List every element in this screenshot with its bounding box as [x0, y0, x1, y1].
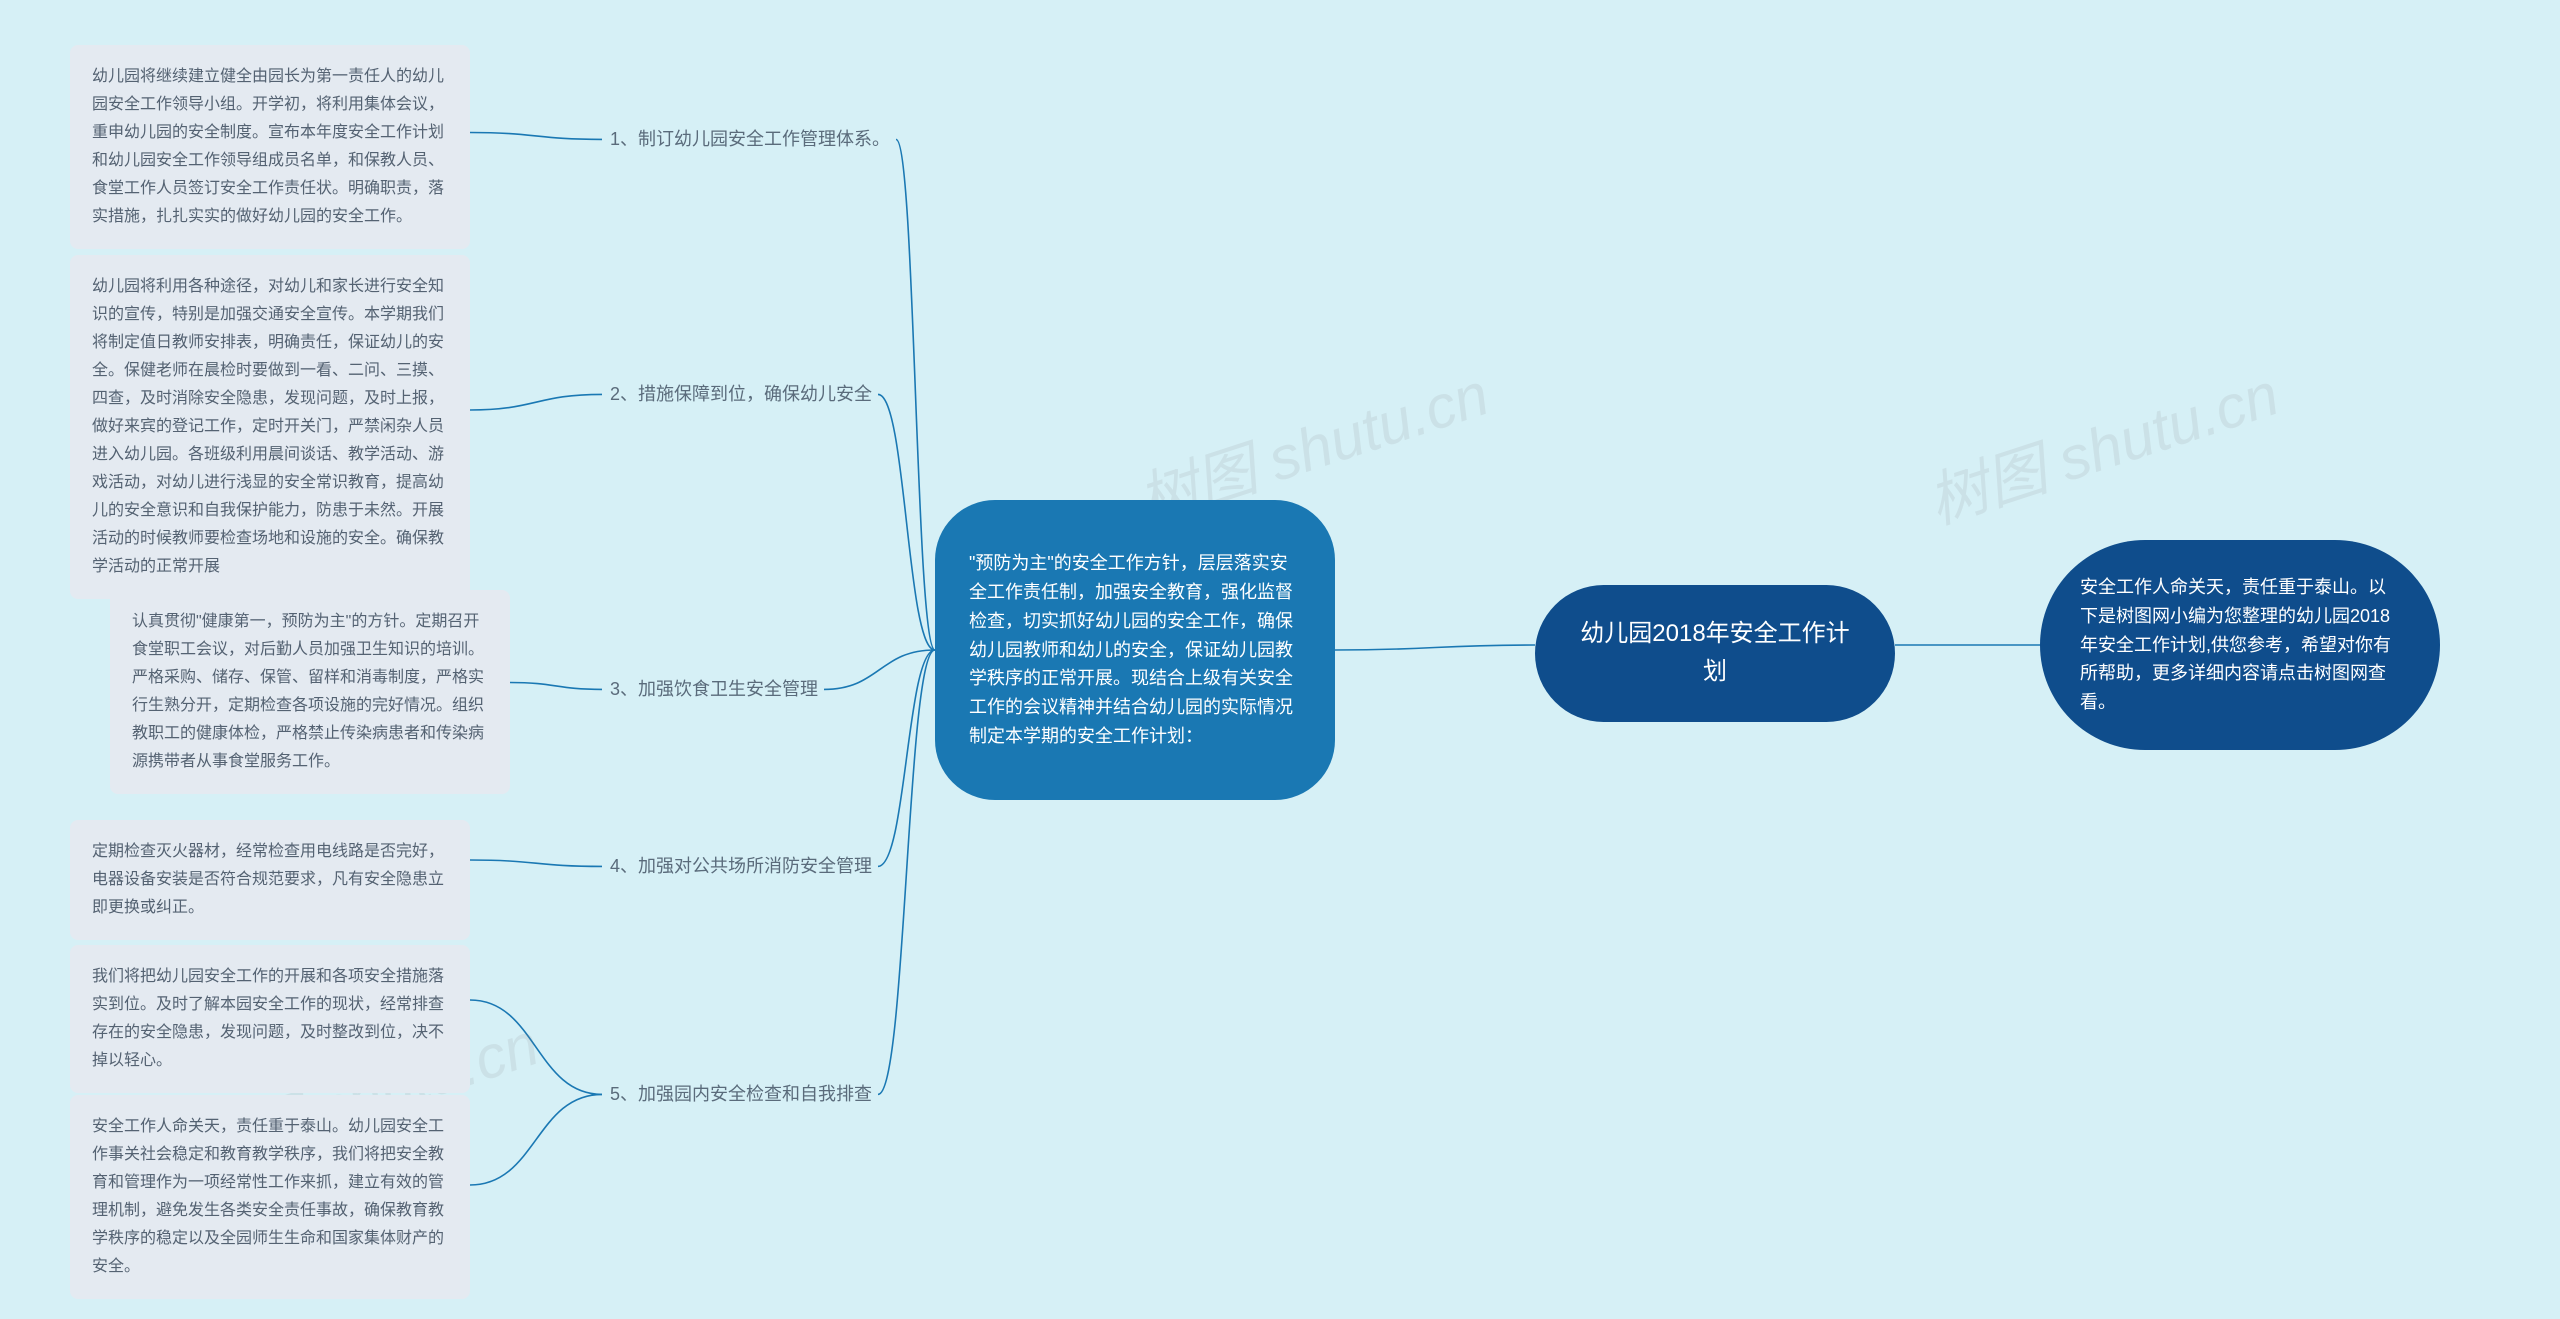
leaf-text: 我们将把幼儿园安全工作的开展和各项安全措施落实到位。及时了解本园安全工作的现状，…	[92, 963, 448, 1075]
left-main-node[interactable]: "预防为主"的安全工作方针，层层落实安全工作责任制，加强安全教育，强化监督检查，…	[935, 500, 1335, 800]
branch-label-5-text: 5、加强园内安全检查和自我排查	[610, 1080, 872, 1109]
leaf-box[interactable]: 幼儿园将继续建立健全由园长为第一责任人的幼儿园安全工作领导小组。开学初，将利用集…	[70, 45, 470, 249]
right-node[interactable]: 安全工作人命关天，责任重于泰山。以下是树图网小编为您整理的幼儿园2018年安全工…	[2040, 540, 2440, 750]
center-node-text: 幼儿园2018年安全工作计划	[1575, 615, 1855, 692]
watermark: 树图 shutu.cn	[1915, 346, 2288, 541]
leaf-text: 幼儿园将继续建立健全由园长为第一责任人的幼儿园安全工作领导小组。开学初，将利用集…	[92, 63, 448, 231]
branch-label-4-text: 4、加强对公共场所消防安全管理	[610, 852, 872, 881]
branch-label-2-text: 2、措施保障到位，确保幼儿安全	[610, 380, 872, 409]
leaf-text: 认真贯彻"健康第一，预防为主"的方针。定期召开食堂职工会议，对后勤人员加强卫生知…	[132, 608, 488, 776]
leaf-box[interactable]: 幼儿园将利用各种途径，对幼儿和家长进行安全知识的宣传，特别是加强交通安全宣传。本…	[70, 255, 470, 599]
branch-label-3[interactable]: 3、加强饮食卫生安全管理	[610, 675, 818, 704]
branch-label-5[interactable]: 5、加强园内安全检查和自我排查	[610, 1080, 872, 1109]
leaf-box[interactable]: 认真贯彻"健康第一，预防为主"的方针。定期召开食堂职工会议，对后勤人员加强卫生知…	[110, 590, 510, 794]
left-main-node-text: "预防为主"的安全工作方针，层层落实安全工作责任制，加强安全教育，强化监督检查，…	[935, 521, 1335, 779]
leaf-text: 定期检查灭火器材，经常检查用电线路是否完好，电器设备安装是否符合规范要求，凡有安…	[92, 838, 448, 922]
branch-label-3-text: 3、加强饮食卫生安全管理	[610, 675, 818, 704]
center-node[interactable]: 幼儿园2018年安全工作计划	[1535, 585, 1895, 722]
leaf-text: 幼儿园将利用各种途径，对幼儿和家长进行安全知识的宣传，特别是加强交通安全宣传。本…	[92, 273, 448, 581]
leaf-text: 安全工作人命关天，责任重于泰山。幼儿园安全工作事关社会稳定和教育教学秩序，我们将…	[92, 1113, 448, 1281]
branch-label-1[interactable]: 1、制订幼儿园安全工作管理体系。	[610, 125, 890, 154]
branch-label-2[interactable]: 2、措施保障到位，确保幼儿安全	[610, 380, 872, 409]
leaf-box[interactable]: 定期检查灭火器材，经常检查用电线路是否完好，电器设备安装是否符合规范要求，凡有安…	[70, 820, 470, 940]
branch-label-4[interactable]: 4、加强对公共场所消防安全管理	[610, 852, 872, 881]
leaf-box[interactable]: 我们将把幼儿园安全工作的开展和各项安全措施落实到位。及时了解本园安全工作的现状，…	[70, 945, 470, 1093]
leaf-box[interactable]: 安全工作人命关天，责任重于泰山。幼儿园安全工作事关社会稳定和教育教学秩序，我们将…	[70, 1095, 470, 1299]
right-node-text: 安全工作人命关天，责任重于泰山。以下是树图网小编为您整理的幼儿园2018年安全工…	[2080, 573, 2400, 717]
branch-label-1-text: 1、制订幼儿园安全工作管理体系。	[610, 125, 890, 154]
